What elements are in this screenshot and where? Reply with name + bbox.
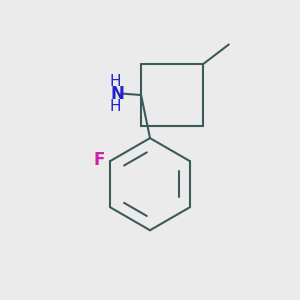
- Text: N: N: [110, 85, 124, 103]
- Text: H: H: [110, 98, 121, 113]
- Text: H: H: [110, 74, 121, 88]
- Text: F: F: [93, 151, 104, 169]
